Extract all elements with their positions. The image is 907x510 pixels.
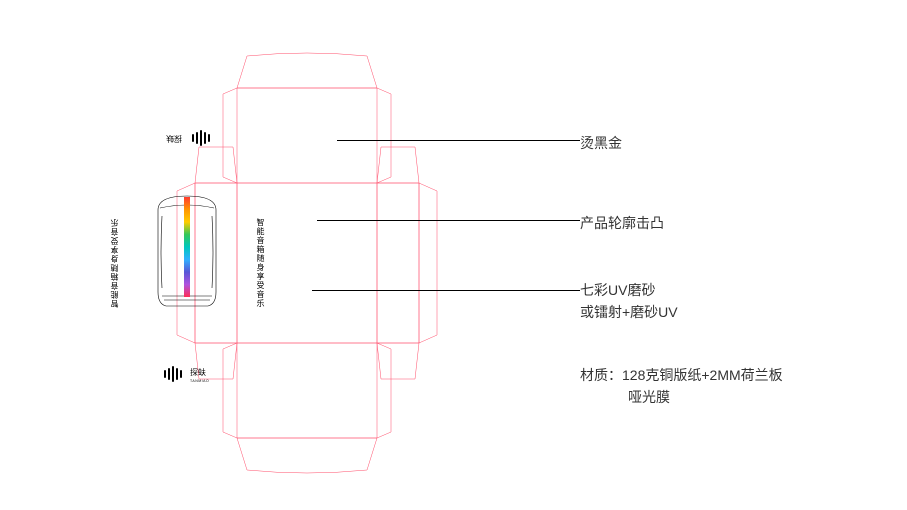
annotation-uv-line2: 或镭射+磨砂UV (580, 302, 678, 323)
logo-mark-bottom: 探蚨 TANMIAO (162, 364, 212, 386)
annotation-uv-line1: 七彩UV磨砂 (580, 280, 655, 301)
leader-line-3 (312, 290, 580, 291)
annotation-material-line1: 材质：128克铜版纸+2MM荷兰板 (580, 365, 783, 386)
logo-text-bottom-en: TANMIAO (190, 379, 209, 383)
lid-logo: 探蚨 (162, 128, 212, 148)
leader-line-1 (337, 140, 580, 141)
side-panel-text-left: 智能音箱随身享受音乐 (109, 218, 123, 308)
logo-text-top: 探蚨 (166, 134, 182, 144)
leader-line-2 (317, 220, 580, 221)
annotation-emboss: 产品轮廓击凸 (580, 213, 664, 234)
bottom-logo: 探蚨 TANMIAO (162, 364, 212, 391)
annotation-hot-stamp: 烫黑金 (580, 133, 622, 154)
rainbow-uv-strip (184, 197, 190, 297)
logo-mark-top: 探蚨 (162, 128, 212, 148)
annotation-material-line2: 哑光膜 (628, 387, 670, 408)
logo-text-bottom-cn: 探蚨 (190, 367, 206, 377)
side-panel-text-right: 智能音箱随身享受音乐 (252, 218, 266, 308)
